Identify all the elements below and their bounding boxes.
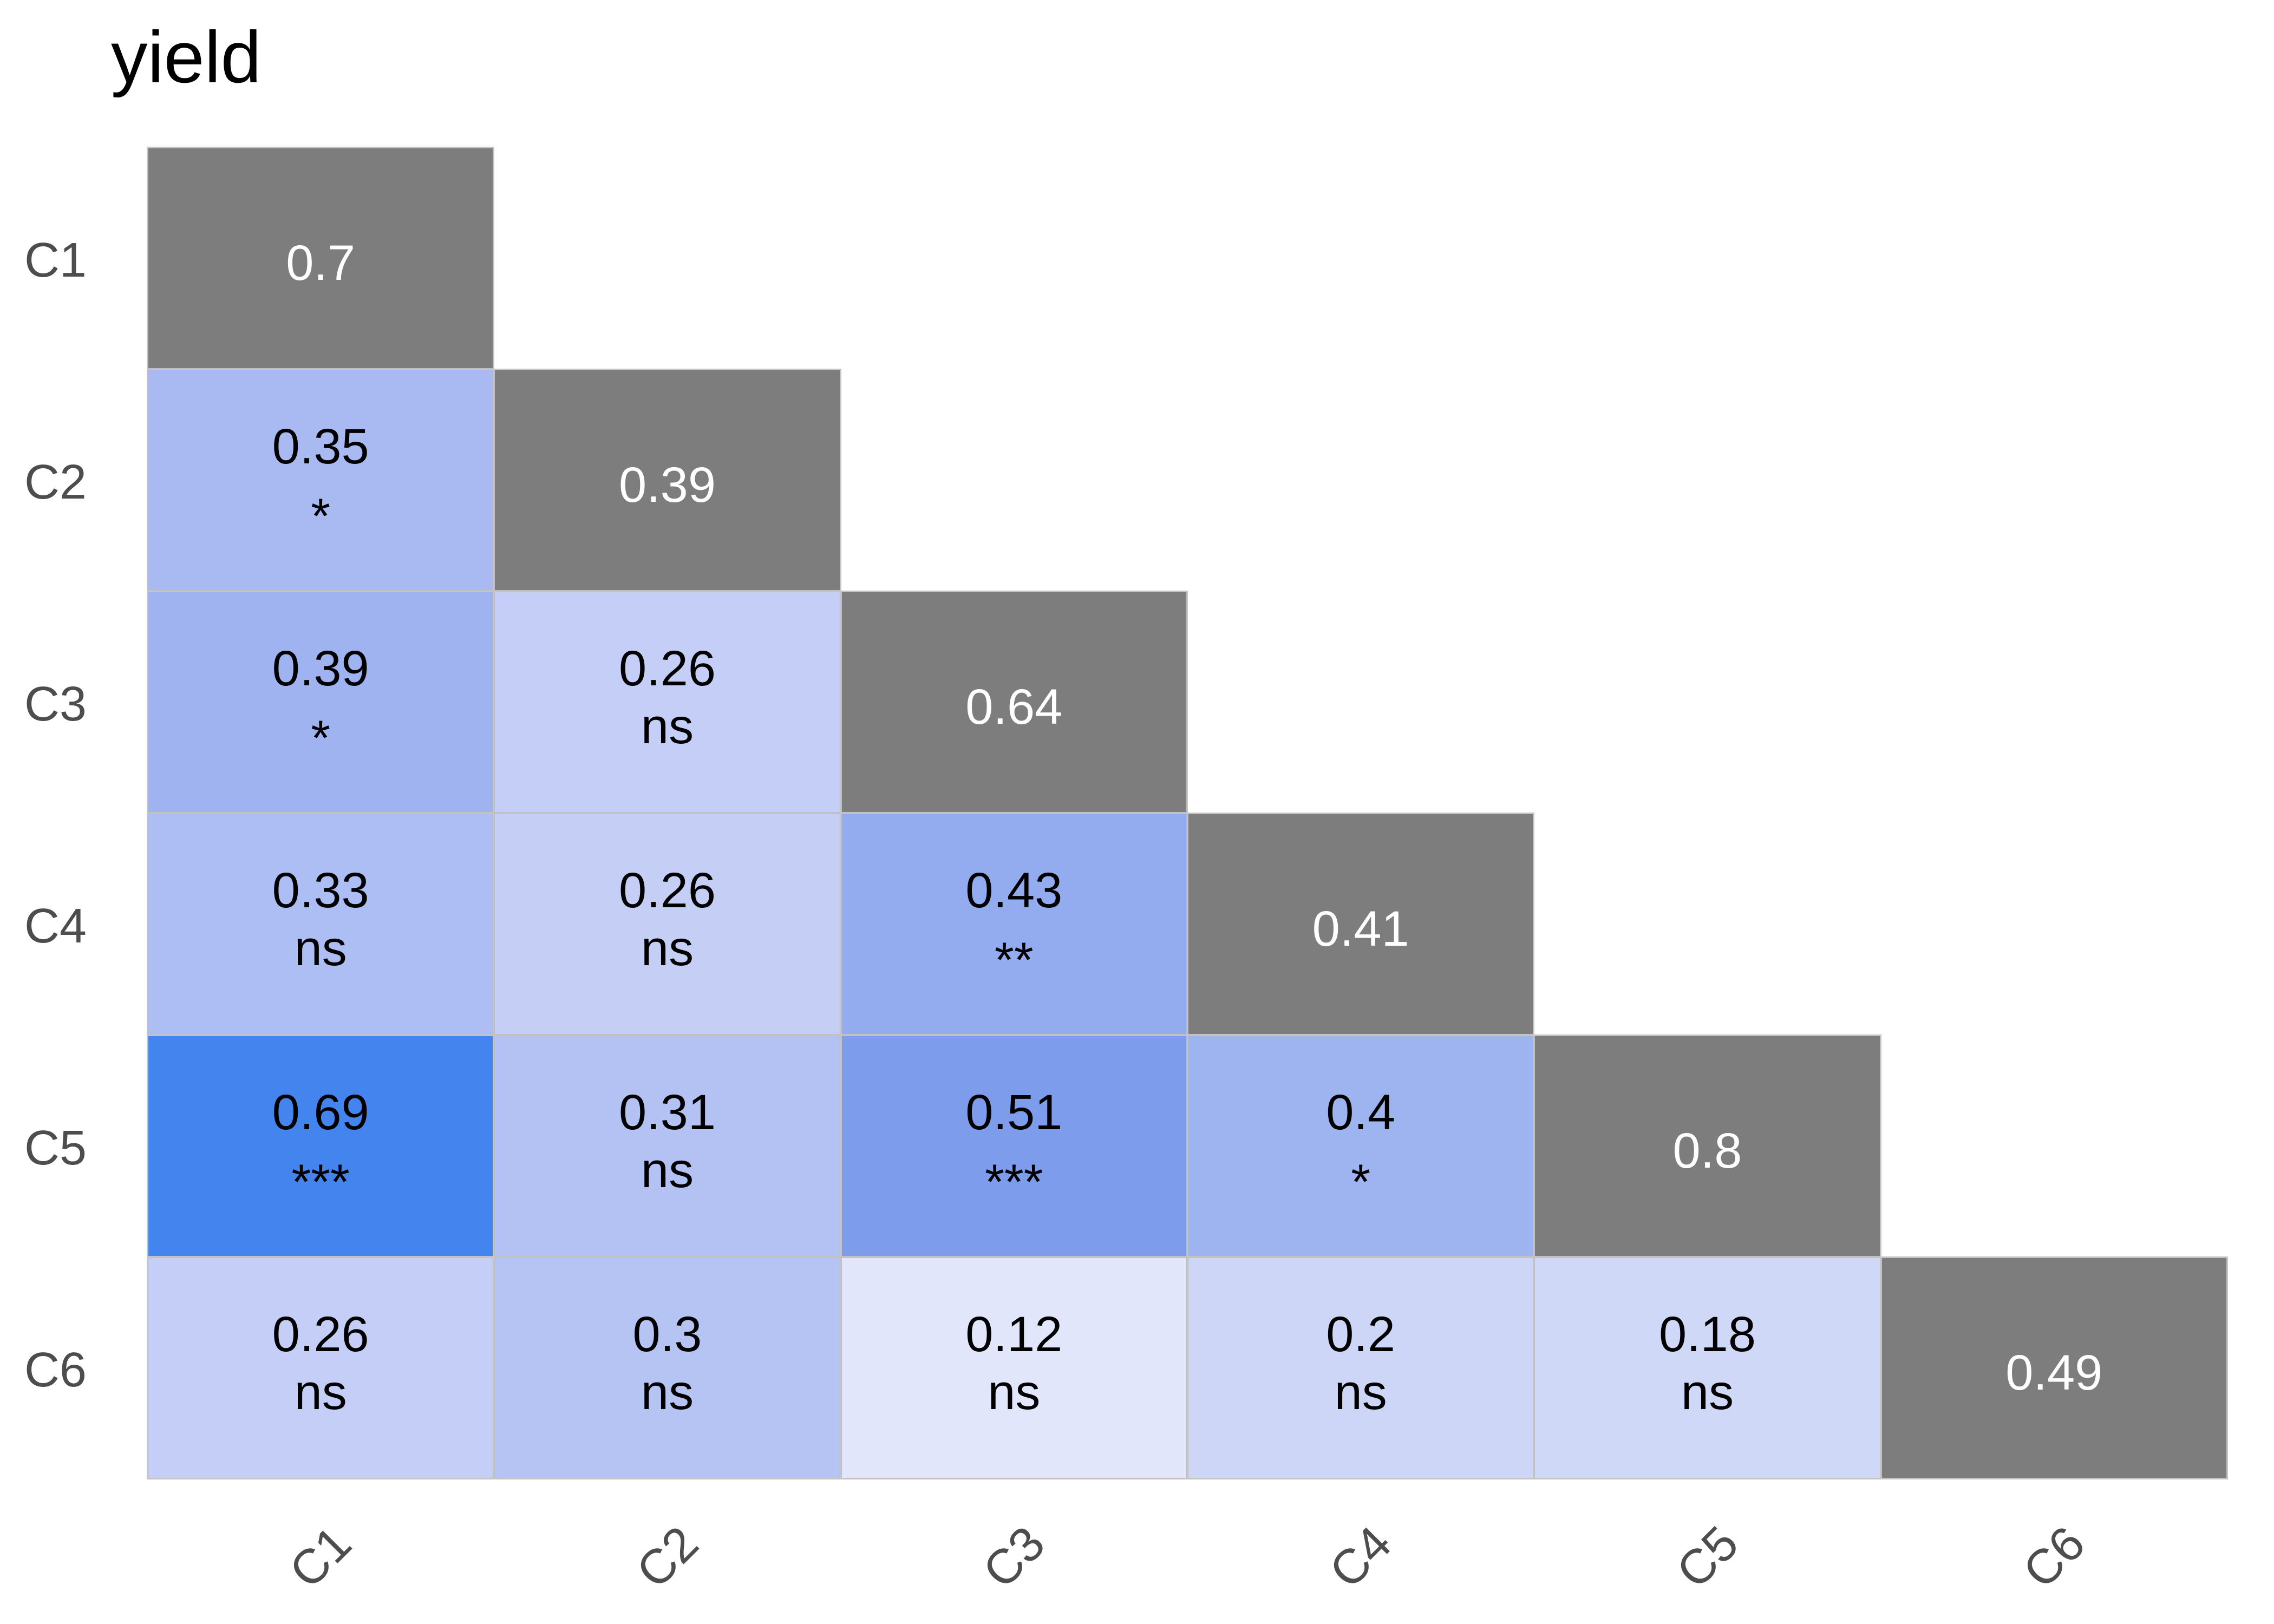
cell-correlation-value: 0.7 bbox=[286, 235, 356, 291]
cell-correlation-value: 0.18 bbox=[1658, 1307, 1756, 1362]
x-axis-label-c5: C5 bbox=[1666, 1516, 1749, 1599]
cell-significance-label: ns bbox=[641, 1365, 694, 1420]
heatmap-cell: 0.51 *** bbox=[840, 1034, 1188, 1258]
x-axis-label-c4: C4 bbox=[1319, 1516, 1402, 1599]
cell-correlation-value: 0.51 bbox=[965, 1085, 1063, 1140]
heatmap-cell: 0.8 bbox=[1533, 1034, 1881, 1258]
y-axis-label-c1: C1 bbox=[24, 233, 87, 287]
heatmap-cell: 0.43 ** bbox=[840, 813, 1188, 1036]
cell-correlation-value: 0.33 bbox=[272, 863, 369, 918]
cell-correlation-value: 0.26 bbox=[618, 863, 716, 918]
cell-significance-label: ns bbox=[294, 1365, 347, 1420]
heatmap-cell: 0.49 bbox=[1880, 1256, 2228, 1479]
cell-correlation-value: 0.4 bbox=[1326, 1085, 1396, 1140]
cell-significance-label: * bbox=[311, 711, 331, 766]
cell-correlation-value: 0.64 bbox=[965, 679, 1063, 735]
y-axis-label-c6: C6 bbox=[24, 1343, 87, 1397]
cell-correlation-value: 0.39 bbox=[618, 457, 716, 513]
cell-significance-label: ns bbox=[641, 1143, 694, 1198]
heatmap-cell: 0.35 * bbox=[146, 369, 495, 592]
cell-significance-label: ns bbox=[641, 921, 694, 976]
cell-significance-label: ** bbox=[995, 933, 1034, 988]
heatmap-cell: 0.12 ns bbox=[840, 1256, 1188, 1479]
cell-correlation-value: 0.69 bbox=[272, 1085, 369, 1140]
heatmap-cell: 0.39 * bbox=[146, 591, 495, 814]
cell-significance-label: ns bbox=[641, 699, 694, 754]
heatmap-cell: 0.64 bbox=[840, 591, 1188, 814]
heatmap-cell: 0.3 ns bbox=[493, 1256, 841, 1479]
x-axis-label-c1: C1 bbox=[279, 1516, 362, 1599]
y-axis-label-c5: C5 bbox=[24, 1121, 87, 1175]
heatmap-cell: 0.7 bbox=[146, 147, 495, 370]
heatmap-cell: 0.26 ns bbox=[493, 813, 841, 1036]
heatmap-cell: 0.41 bbox=[1186, 813, 1535, 1036]
cell-correlation-value: 0.41 bbox=[1312, 901, 1409, 957]
cell-correlation-value: 0.12 bbox=[965, 1307, 1063, 1362]
y-axis-label-c2: C2 bbox=[24, 455, 87, 509]
cell-significance-label: *** bbox=[985, 1155, 1043, 1210]
cell-correlation-value: 0.8 bbox=[1672, 1123, 1742, 1178]
cell-correlation-value: 0.39 bbox=[272, 641, 369, 696]
heatmap-cell: 0.69 *** bbox=[146, 1034, 495, 1258]
x-axis-label-c3: C3 bbox=[972, 1516, 1055, 1599]
heatmap-cell: 0.26 ns bbox=[493, 591, 841, 814]
cell-significance-label: *** bbox=[291, 1155, 350, 1210]
cell-correlation-value: 0.3 bbox=[632, 1307, 702, 1362]
heatmap-grid: 0.7 0.35 * 0.39 0.39 * 0.26 ns 0.64 0.33 ns 0.26 ns 0… bbox=[146, 147, 2228, 1479]
cell-correlation-value: 0.26 bbox=[618, 641, 716, 696]
chart-title: yield bbox=[111, 16, 262, 98]
cell-significance-label: ns bbox=[1681, 1365, 1734, 1420]
x-axis-label-c6: C6 bbox=[2012, 1516, 2095, 1599]
y-axis-label-c3: C3 bbox=[24, 677, 87, 731]
y-axis-label-c4: C4 bbox=[24, 899, 87, 953]
heatmap-cell: 0.33 ns bbox=[146, 813, 495, 1036]
cell-correlation-value: 0.31 bbox=[618, 1085, 716, 1140]
heatmap-cell: 0.39 bbox=[493, 369, 841, 592]
cell-correlation-value: 0.26 bbox=[272, 1307, 369, 1362]
cell-correlation-value: 0.35 bbox=[272, 419, 369, 474]
heatmap-cell: 0.2 ns bbox=[1186, 1256, 1535, 1479]
cell-significance-label: * bbox=[311, 489, 331, 544]
heatmap-cell: 0.26 ns bbox=[146, 1256, 495, 1479]
heatmap-cell: 0.4 * bbox=[1186, 1034, 1535, 1258]
x-axis-label-c2: C2 bbox=[626, 1516, 709, 1599]
heatmap-cell: 0.31 ns bbox=[493, 1034, 841, 1258]
cell-correlation-value: 0.43 bbox=[965, 863, 1063, 918]
cell-correlation-value: 0.2 bbox=[1326, 1307, 1396, 1362]
cell-significance-label: ns bbox=[1334, 1365, 1387, 1420]
cell-correlation-value: 0.49 bbox=[2005, 1345, 2103, 1400]
cell-significance-label: * bbox=[1351, 1155, 1371, 1210]
cell-significance-label: ns bbox=[294, 921, 347, 976]
cell-significance-label: ns bbox=[988, 1365, 1041, 1420]
heatmap-cell: 0.18 ns bbox=[1533, 1256, 1881, 1479]
